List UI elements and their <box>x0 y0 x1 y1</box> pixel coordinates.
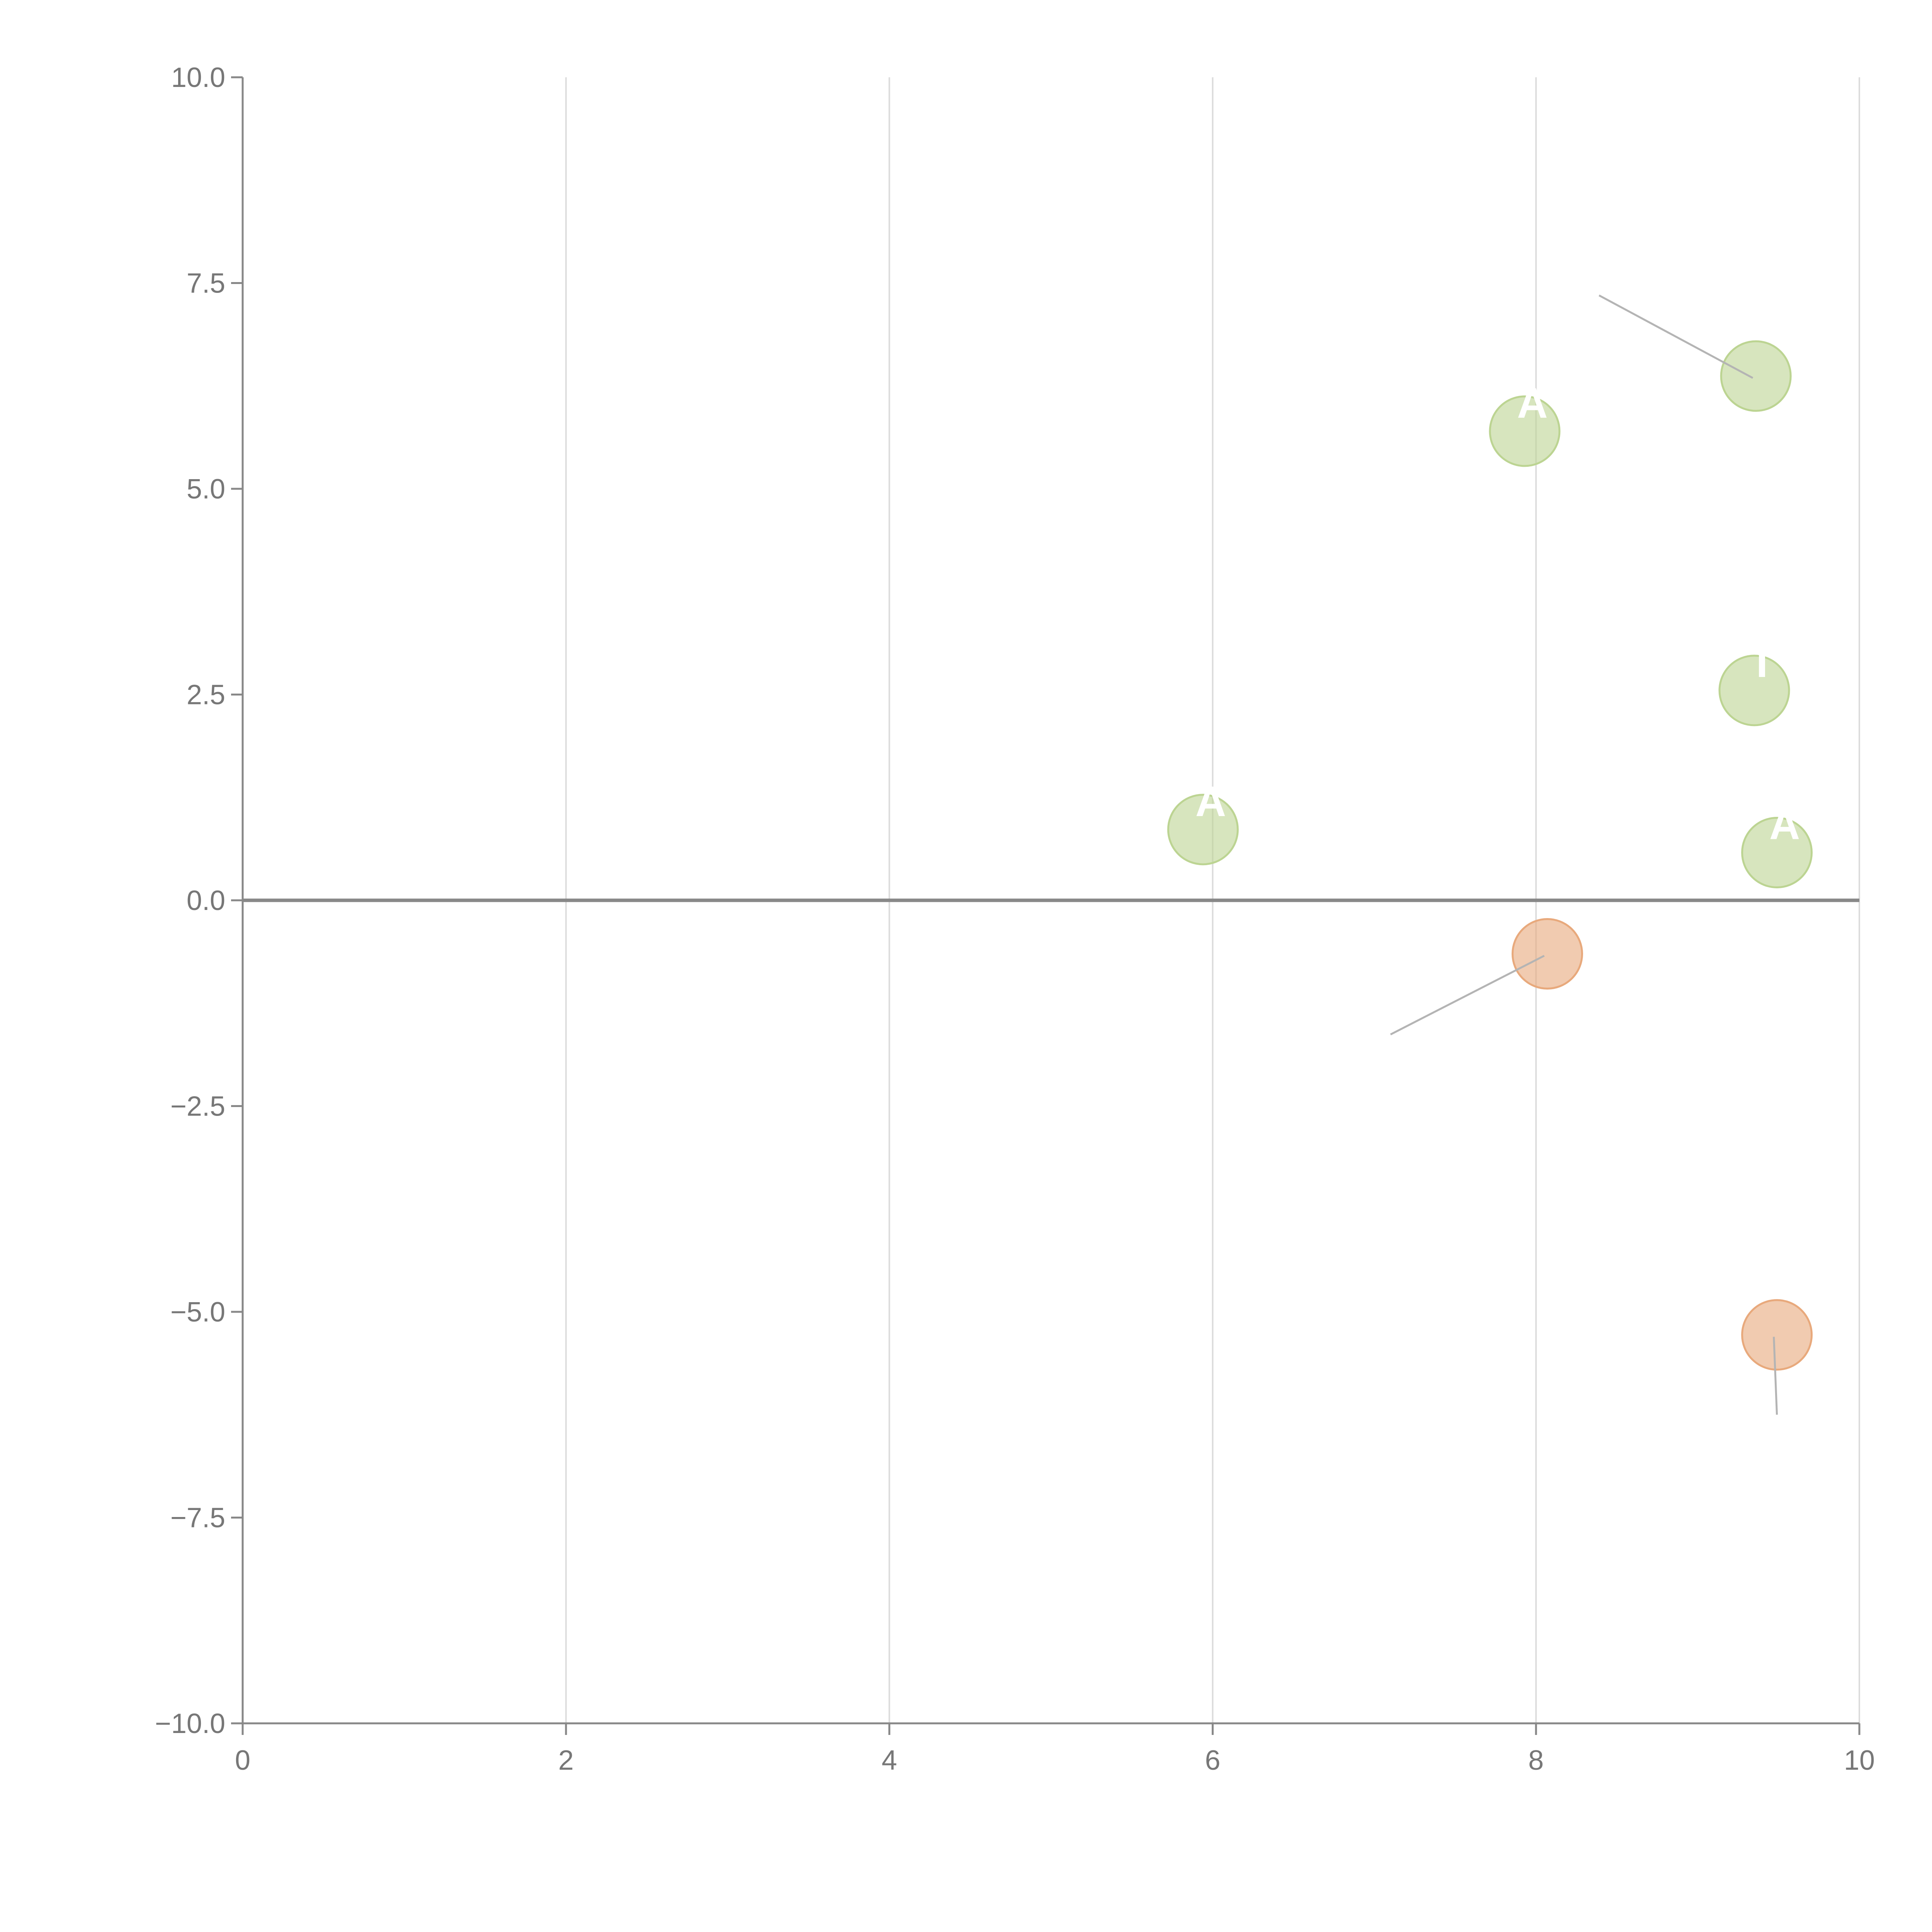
data-point <box>1741 1299 1813 1371</box>
data-point <box>1741 816 1813 888</box>
marks-layer: A I A A <box>1167 294 1813 1415</box>
data-point <box>1720 340 1792 412</box>
data-point-label: A <box>1769 801 1800 848</box>
data-point <box>1167 794 1239 866</box>
data-point <box>1718 655 1790 726</box>
x-tick-label: 8 <box>1528 1745 1544 1776</box>
y-tick-label: −10.0 <box>155 1708 225 1739</box>
y-tick-label: −2.5 <box>170 1091 225 1122</box>
data-point-label: I <box>1756 639 1768 686</box>
leader-line <box>1773 1337 1778 1415</box>
data-point-label: A <box>1196 778 1226 825</box>
y-tick-label: 10.0 <box>171 62 225 93</box>
y-tick-label: 5.0 <box>187 474 225 505</box>
leader-line <box>1390 955 1545 1036</box>
x-tick-label: 2 <box>558 1745 574 1776</box>
y-tick-label: 0.0 <box>187 885 225 916</box>
x-tick-label: 6 <box>1205 1745 1220 1776</box>
axes-layer: 0 2 4 6 8 10 10.0 7.5 5.0 2.5 0.0 −2.5 −5.0 −7.5 −10.0 <box>155 62 1875 1776</box>
x-tick-label: 0 <box>235 1745 250 1776</box>
data-point-label: A <box>1517 379 1548 427</box>
y-tick-label: −5.0 <box>170 1297 225 1328</box>
leader-line <box>1599 294 1753 379</box>
data-point <box>1511 918 1583 990</box>
x-tick-label: 4 <box>882 1745 897 1776</box>
y-tick-label: 7.5 <box>187 268 225 299</box>
y-tick-label: −7.5 <box>170 1503 225 1534</box>
x-tick-label: 10 <box>1844 1745 1875 1776</box>
y-tick-label: 2.5 <box>187 680 225 711</box>
data-point <box>1489 395 1561 467</box>
